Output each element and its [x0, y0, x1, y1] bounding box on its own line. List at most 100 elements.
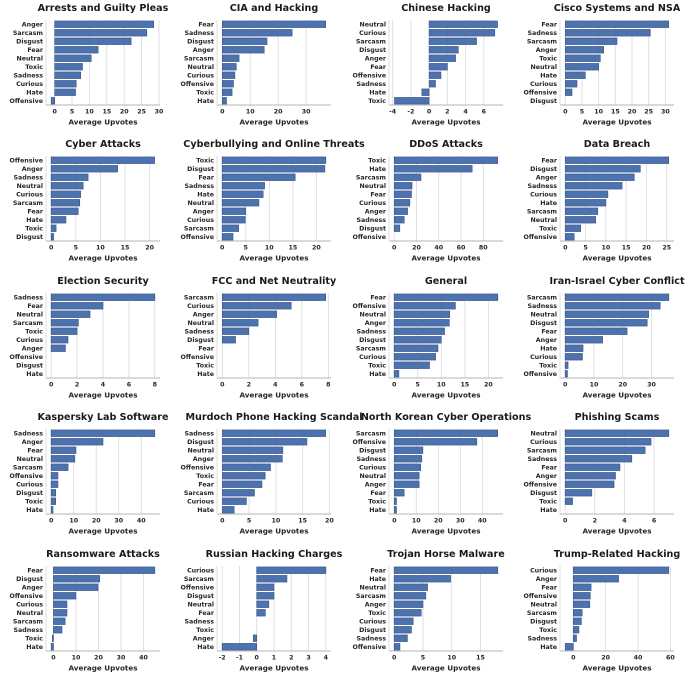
y-tick-label: Toxic — [539, 499, 557, 506]
x-tick-label: 0 — [52, 109, 57, 116]
x-tick-label: 30 — [661, 109, 670, 116]
y-tick-label: Disgust — [530, 490, 557, 497]
bar-sarcasm — [53, 617, 66, 625]
bar-disgust — [393, 335, 442, 344]
chart-title: Data Breach — [584, 139, 651, 150]
bar-toxic — [54, 63, 83, 71]
y-tick-label: Offensive — [10, 158, 44, 165]
x-tick-label: 60 — [666, 654, 675, 661]
bar-hate — [393, 506, 397, 514]
x-axis-label: Average Upvotes — [582, 390, 651, 399]
x-tick-label: 20 — [627, 109, 636, 116]
x-tick-label: 15 — [611, 109, 620, 116]
bar-sadness — [572, 634, 577, 642]
y-tick-label: Fear — [27, 47, 44, 54]
y-tick-label: Sadness — [185, 30, 215, 37]
y-tick-label: Hate — [26, 644, 43, 651]
bar-fear — [564, 463, 621, 472]
chart-ransomware-attacks: FearDisgustAngerOffensiveCuriousNeutralS… — [10, 549, 161, 673]
x-tick-label: 15 — [102, 109, 111, 116]
bar-toxic — [50, 327, 78, 335]
bar-neutral — [50, 182, 84, 190]
y-tick-label: Disgust — [359, 337, 386, 344]
bar-neutral — [50, 310, 91, 318]
x-tick-label: 20 — [120, 109, 129, 116]
y-tick-label: Neutral — [16, 311, 43, 318]
bar-curious — [564, 80, 578, 88]
chart-title: North Korean Cyber Operations — [360, 412, 531, 423]
x-tick-label: 10 — [601, 245, 610, 252]
bar-sadness — [53, 625, 63, 633]
y-tick-label: Disgust — [187, 39, 214, 46]
bar-neutral — [222, 63, 237, 71]
x-tick-label: 10 — [411, 518, 420, 525]
chart-title: Phishing Scams — [574, 412, 659, 423]
x-tick-label: 20 — [601, 654, 610, 661]
bar-sadness — [564, 455, 632, 463]
chart-cell-election-security: Sadness Fear Neutral Sarcasm Toxic Curious Ang… — [0, 273, 171, 409]
bar-disgust — [222, 438, 308, 446]
y-tick-label: Curious — [530, 354, 557, 361]
bar-fear — [54, 46, 99, 54]
bar-toxic — [393, 608, 422, 616]
y-tick-label: Anger — [536, 576, 558, 583]
x-tick-label: 30 — [117, 654, 126, 661]
y-tick-label: Offensive — [523, 90, 557, 97]
bar-anger — [564, 472, 616, 480]
bar-anger — [222, 46, 265, 54]
y-tick-label: Anger — [22, 166, 44, 173]
x-tick-label: 2 — [445, 109, 449, 116]
y-tick-label: Hate — [26, 371, 43, 378]
x-tick-label: 10 — [447, 654, 456, 661]
y-tick-label: Sadness — [527, 456, 557, 463]
x-tick-label: 5 — [420, 654, 424, 661]
y-tick-label: Toxic — [197, 362, 215, 369]
y-tick-label: Toxic — [197, 473, 215, 480]
bar-sadness — [50, 174, 89, 182]
chart-title: Murdoch Phone Hacking Scandal — [186, 412, 363, 423]
chart-cell-iran-israel-cyber-conflict: Sarcasm Sadness Neutral Disgust Fear Anger Hat… — [514, 273, 685, 409]
x-axis-label: Average Upvotes — [69, 254, 138, 263]
y-tick-label: Offensive — [523, 482, 557, 489]
bar-fear — [222, 480, 263, 489]
x-tick-label: 4 — [273, 381, 278, 388]
y-tick-label: Neutral — [530, 311, 557, 318]
bar-hate — [564, 642, 574, 650]
bar-fear — [564, 157, 669, 165]
y-tick-label: Sadness — [185, 431, 215, 438]
y-tick-label: Offensive — [352, 644, 386, 651]
y-tick-label: Hate — [369, 576, 386, 583]
x-tick-label: 25 — [644, 109, 653, 116]
chart-cell-ddos-attacks: Toxic Hate Sarcasm Neutral Fear Curious Anger S… — [343, 136, 514, 272]
bar-anger — [393, 208, 408, 216]
y-tick-label: Sadness — [13, 431, 43, 438]
y-tick-label: Anger — [364, 320, 386, 327]
y-tick-label: Sarcasm — [355, 431, 386, 438]
y-tick-label: Curious — [187, 567, 214, 574]
bar-anger — [222, 310, 278, 318]
y-tick-label: Anger — [193, 635, 215, 642]
bar-sadness — [222, 327, 250, 335]
bar-sarcasm — [50, 463, 69, 472]
y-tick-label: Anger — [536, 175, 558, 182]
bar-curious — [222, 71, 236, 79]
bar-fear — [53, 566, 156, 574]
bar-sarcasm — [564, 293, 669, 301]
x-tick-label: 20 — [642, 245, 651, 252]
y-tick-label: Fear — [370, 192, 387, 199]
y-tick-label: Disgust — [187, 166, 214, 173]
x-tick-label: 15 — [460, 381, 469, 388]
bar-neutral — [256, 600, 270, 608]
x-tick-label: 6 — [652, 518, 657, 525]
bar-disgust — [256, 591, 275, 599]
x-tick-label: 1 — [272, 654, 276, 661]
bar-toxic — [564, 361, 569, 369]
x-tick-label: 8 — [153, 381, 157, 388]
x-tick-label: -1 — [236, 654, 243, 661]
y-tick-label: Neutral — [16, 56, 43, 63]
y-tick-label: Toxic — [197, 158, 215, 165]
bar-toxic — [393, 97, 429, 105]
x-axis-label: Average Upvotes — [69, 663, 138, 672]
